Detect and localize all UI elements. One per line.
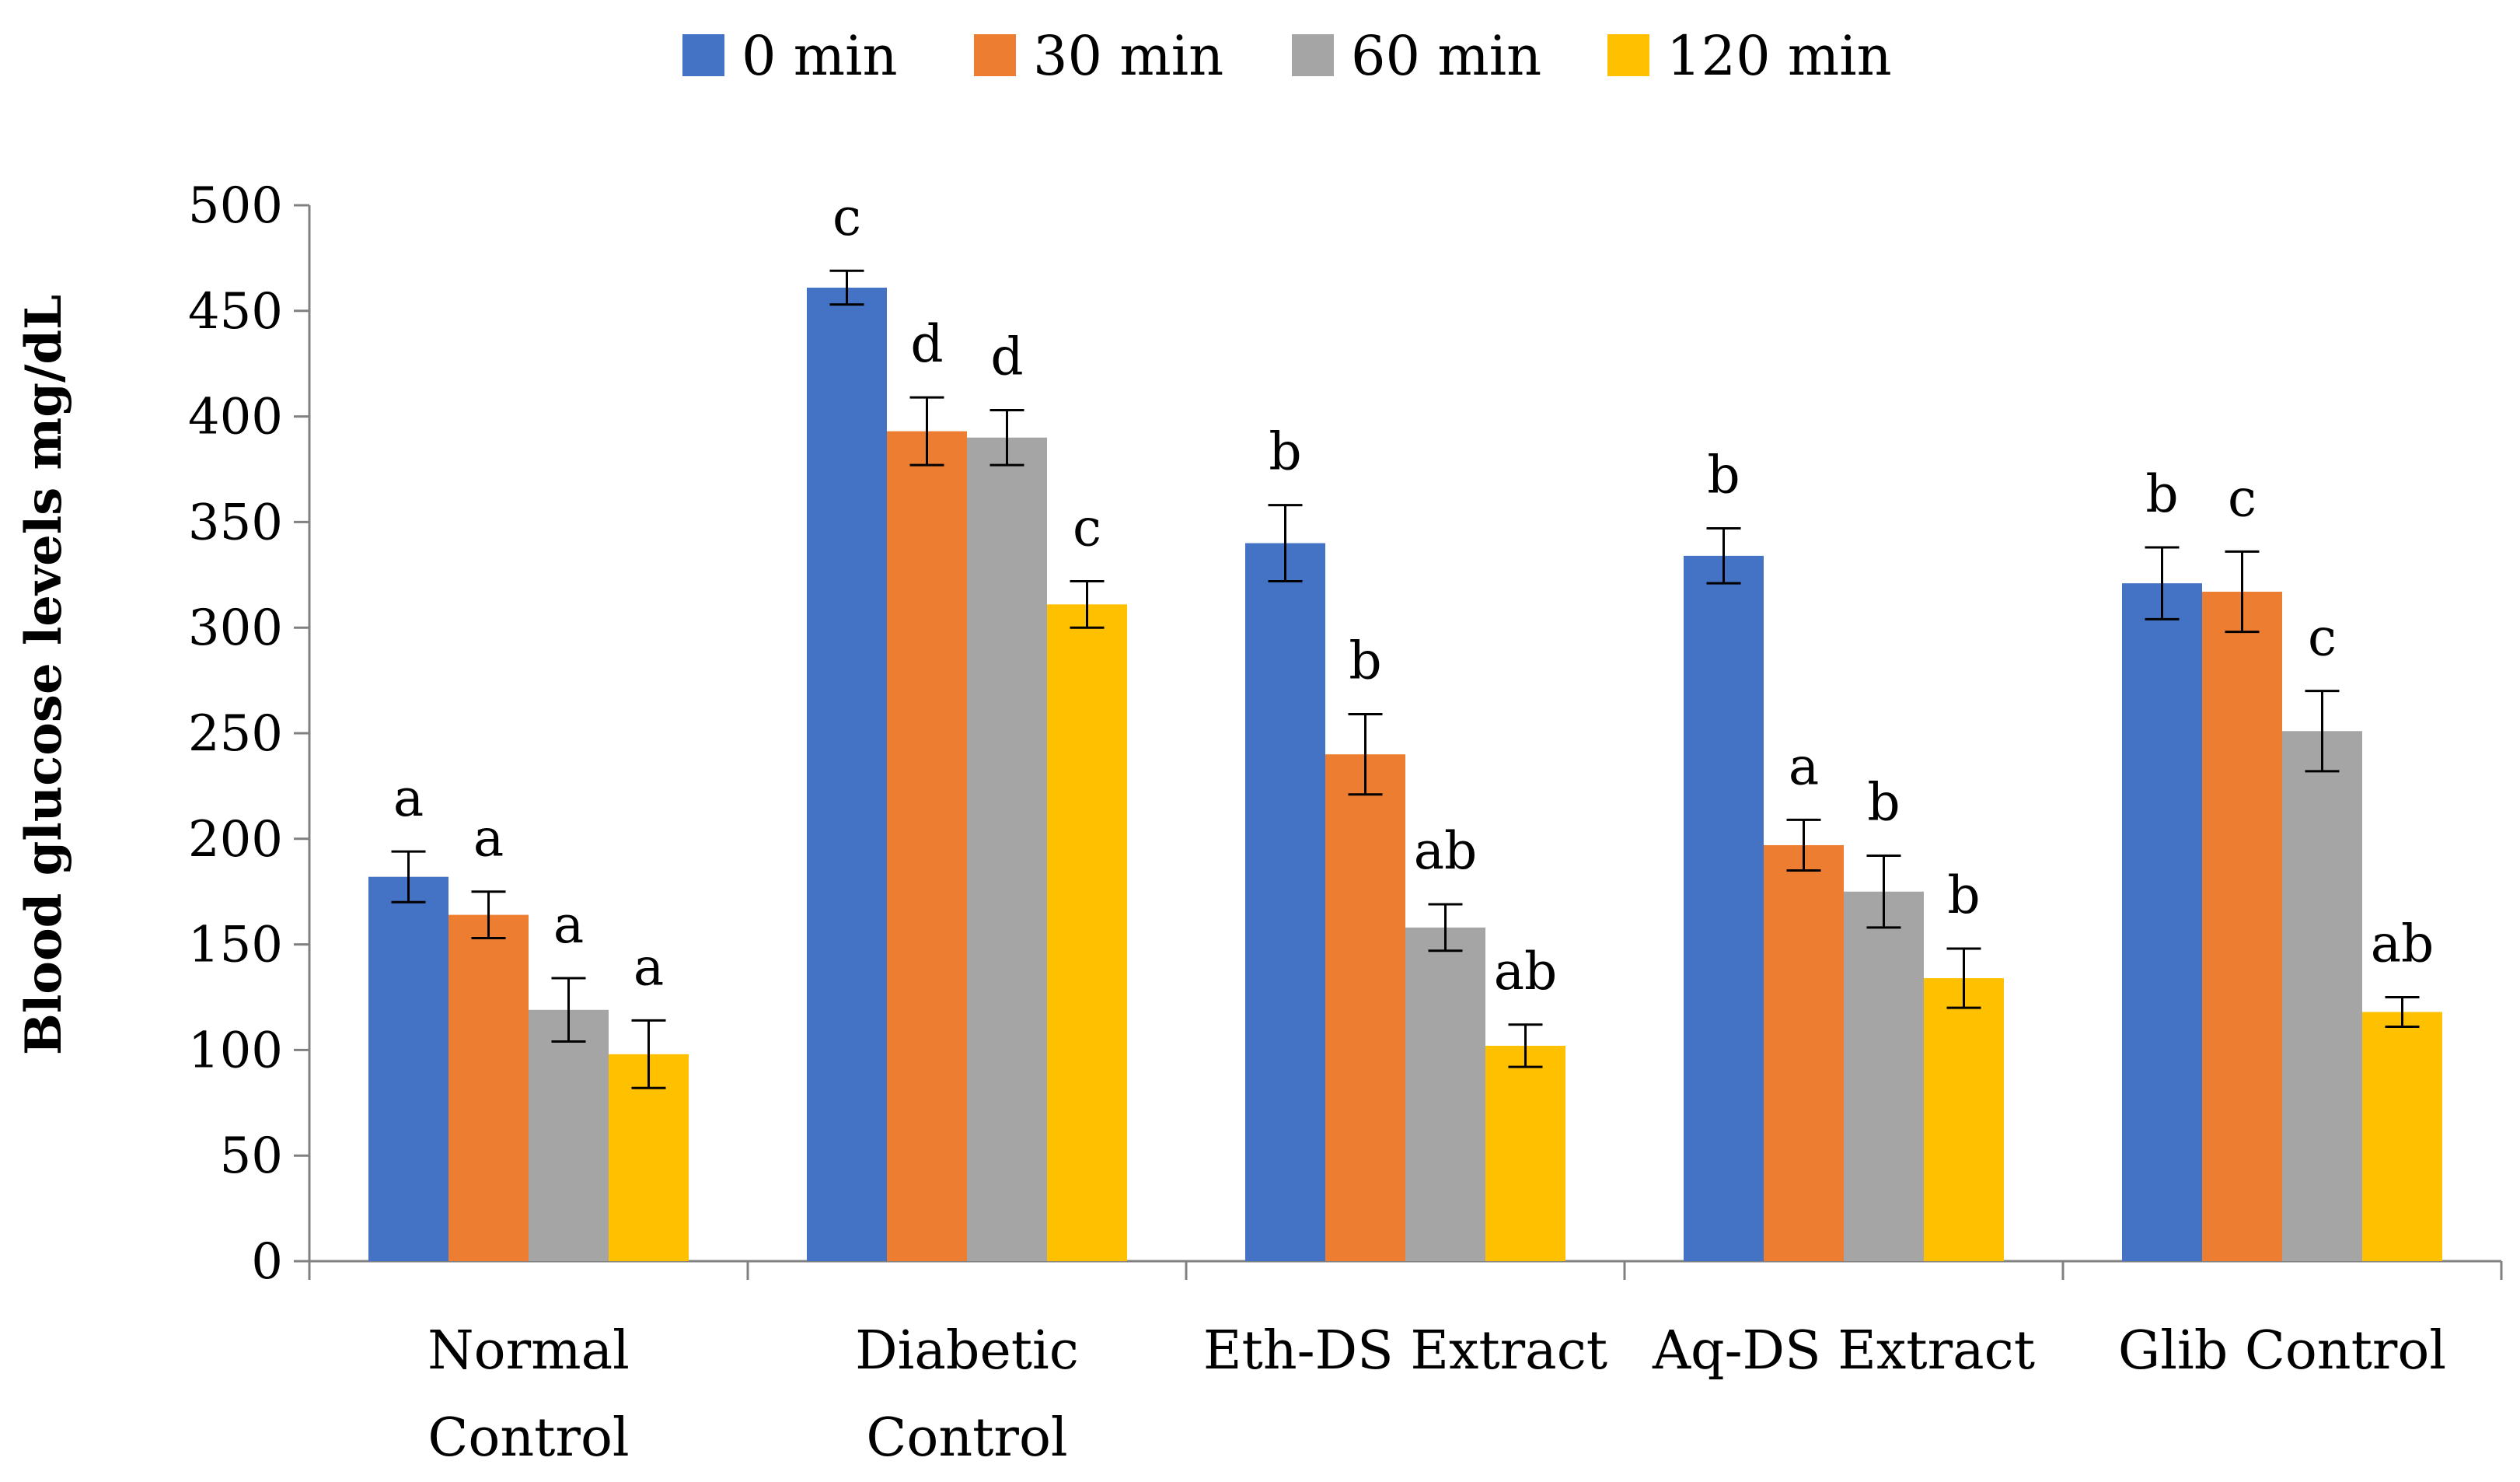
bar <box>1405 927 1485 1261</box>
error-bar <box>2305 690 2340 773</box>
significance-label: a <box>473 809 504 869</box>
significance-label: d <box>910 314 943 374</box>
error-bar <box>391 850 426 904</box>
y-tick-label: 100 <box>188 1022 283 1079</box>
bar <box>368 876 449 1261</box>
x-category-label: Normal <box>428 1320 630 1382</box>
y-tick-label: 150 <box>188 917 283 974</box>
significance-label: ab <box>1414 821 1478 881</box>
significance-label: b <box>1867 773 1900 833</box>
y-tick-label: 0 <box>251 1233 283 1291</box>
legend-item: 60 min <box>1292 24 1541 88</box>
bar <box>1844 891 1924 1261</box>
bar <box>449 914 529 1261</box>
y-tick-label: 250 <box>188 705 283 763</box>
significance-label: c <box>2228 468 2256 528</box>
error-bar <box>551 977 586 1043</box>
significance-label: c <box>1073 498 1101 557</box>
significance-label: c <box>832 187 861 247</box>
bar <box>807 287 887 1261</box>
error-bar <box>909 396 944 467</box>
y-tick-label: 500 <box>188 177 283 235</box>
error-bar <box>1508 1023 1543 1068</box>
significance-label: ab <box>1494 942 1558 1001</box>
y-tick-label: 450 <box>188 283 283 341</box>
error-bar <box>2145 546 2180 620</box>
legend-swatch <box>974 34 1016 76</box>
y-tick-label: 400 <box>188 389 283 446</box>
bar <box>1047 604 1127 1261</box>
significance-label: b <box>1947 865 1980 925</box>
legend-item: 0 min <box>682 24 898 88</box>
bar <box>1245 543 1325 1261</box>
significance-label: a <box>393 768 424 828</box>
error-bar <box>471 890 506 939</box>
x-category-label: Glib Control <box>2118 1320 2446 1382</box>
bar <box>1684 555 1764 1261</box>
error-bar <box>2225 550 2260 634</box>
bar <box>1924 978 2004 1261</box>
bar <box>2122 583 2202 1261</box>
error-bar <box>1070 579 1105 629</box>
error-bar <box>1428 903 1463 952</box>
y-axis: 0 50 100 150 200 250 300 350 400 450 500 <box>188 177 311 1291</box>
x-axis: Normal Control Diabetic Control Eth-DS Extra… <box>308 1260 2503 1469</box>
y-axis-title: Blood glucose levels mg/dL <box>15 295 73 1055</box>
error-bars <box>391 269 2420 1089</box>
bar <box>2282 731 2362 1261</box>
y-tick-label: 300 <box>188 599 283 657</box>
error-bar <box>990 408 1024 467</box>
legend: 0 min 30 min 60 min 120 min <box>682 24 1892 88</box>
significance-label: b <box>1349 631 1381 691</box>
x-category-label: Diabetic <box>855 1320 1079 1382</box>
bar <box>1764 844 1844 1261</box>
error-bar <box>1706 527 1741 585</box>
legend-swatch <box>1607 34 1649 76</box>
legend-swatch <box>682 34 724 76</box>
bars <box>368 287 2442 1261</box>
bar <box>967 437 1047 1261</box>
significance-label: b <box>2145 464 2178 524</box>
legend-label: 0 min <box>742 24 898 88</box>
error-bar <box>2385 996 2420 1029</box>
legend-item: 120 min <box>1607 24 1892 88</box>
error-bar <box>631 1019 666 1089</box>
bar <box>887 431 967 1261</box>
x-category-label: Control <box>866 1407 1067 1469</box>
legend-label: 60 min <box>1351 24 1541 88</box>
bar <box>1485 1045 1565 1261</box>
error-bar <box>1348 713 1383 796</box>
x-category-label: Control <box>428 1407 629 1469</box>
legend-label: 120 min <box>1667 24 1892 88</box>
error-bar <box>1946 947 1981 1009</box>
error-bar <box>829 269 864 306</box>
x-category-label: Eth-DS Extract <box>1203 1320 1607 1382</box>
y-tick-label: 200 <box>188 811 283 869</box>
bar <box>529 1009 609 1261</box>
significance-label: b <box>1707 446 1740 505</box>
error-bar <box>1786 818 1821 872</box>
significance-label: b <box>1269 422 1301 482</box>
significance-label: a <box>633 937 664 997</box>
significance-label: a <box>1789 736 1819 796</box>
bar <box>1325 754 1405 1261</box>
significance-label: d <box>990 327 1023 386</box>
legend-label: 30 min <box>1033 24 1223 88</box>
x-category-label: Aq-DS Extract <box>1652 1320 2035 1382</box>
significance-label: ab <box>2371 914 2434 974</box>
error-bar <box>1866 855 1901 929</box>
significance-label: a <box>553 895 584 955</box>
y-tick-label: 350 <box>188 494 283 551</box>
significance-label: c <box>2308 608 2337 668</box>
bar <box>2362 1012 2442 1261</box>
bar <box>2202 592 2282 1261</box>
legend-item: 30 min <box>974 24 1223 88</box>
error-bar <box>1268 504 1303 582</box>
y-tick-label: 50 <box>220 1127 283 1185</box>
legend-swatch <box>1292 34 1334 76</box>
